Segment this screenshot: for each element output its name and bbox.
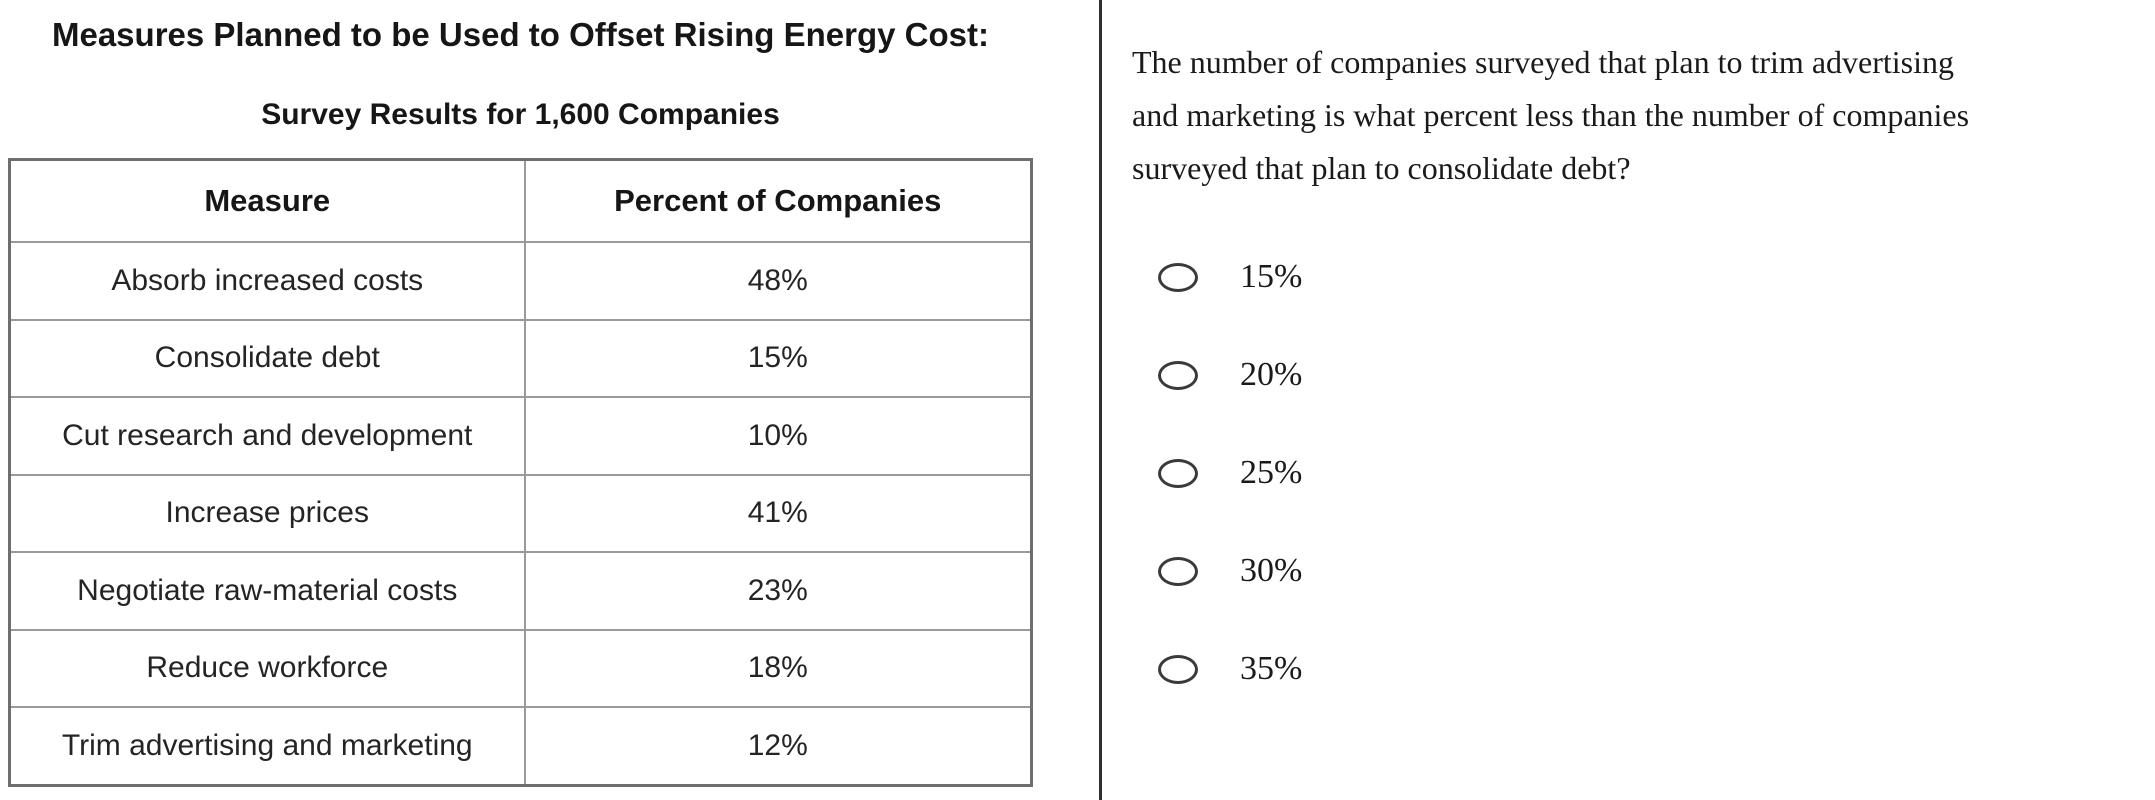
answer-options: 15% 20% 25% 30% 35% xyxy=(1158,253,1302,743)
survey-table: Measure Percent of Companies Absorb incr… xyxy=(8,158,1033,787)
measure-column-header: Measure xyxy=(8,158,526,244)
percent-cell: 48% xyxy=(523,241,1033,321)
measure-cell: Negotiate raw-material costs xyxy=(8,551,526,631)
option-label: 25% xyxy=(1240,454,1303,491)
measure-cell: Absorb increased costs xyxy=(8,241,526,321)
answer-option-25[interactable]: 25% xyxy=(1158,449,1302,497)
measure-cell: Consolidate debt xyxy=(8,318,526,399)
radio-button-icon[interactable] xyxy=(1158,360,1198,390)
option-label: 15% xyxy=(1240,258,1303,295)
panel-divider xyxy=(1099,0,1102,800)
question-line: surveyed that plan to consolidate debt? xyxy=(1132,150,1631,186)
percent-cell: 15% xyxy=(523,318,1033,399)
measure-cell: Reduce workforce xyxy=(8,628,526,708)
table-row: Trim advertising and marketing 12% xyxy=(8,705,1033,787)
table-row: Absorb increased costs 48% xyxy=(8,241,1033,321)
answer-option-35[interactable]: 35% xyxy=(1158,645,1302,693)
percent-column-header: Percent of Companies xyxy=(523,158,1033,244)
question-text: The number of companies surveyed that pl… xyxy=(1132,36,2155,195)
table-row: Cut research and development 10% xyxy=(8,396,1033,476)
table-header-row: Measure Percent of Companies xyxy=(8,158,1033,244)
table-row: Increase prices 41% xyxy=(8,473,1033,554)
percent-cell: 10% xyxy=(523,396,1033,476)
radio-button-icon[interactable] xyxy=(1158,556,1198,586)
measure-cell: Trim advertising and marketing xyxy=(8,705,526,787)
question-line: and marketing is what percent less than … xyxy=(1132,97,1970,133)
percent-cell: 12% xyxy=(523,705,1033,787)
radio-button-icon[interactable] xyxy=(1158,458,1198,488)
table-row: Reduce workforce 18% xyxy=(8,628,1033,708)
table-row: Consolidate debt 15% xyxy=(8,318,1033,399)
percent-cell: 23% xyxy=(523,551,1033,631)
option-label: 20% xyxy=(1240,356,1303,393)
question-line: The number of companies surveyed that pl… xyxy=(1132,44,1954,80)
percent-cell: 41% xyxy=(523,473,1033,554)
table-subtitle: Survey Results for 1,600 Companies xyxy=(261,98,780,131)
option-label: 35% xyxy=(1240,650,1303,687)
measure-cell: Cut research and development xyxy=(8,396,526,476)
table-title: Measures Planned to be Used to Offset Ri… xyxy=(51,16,989,53)
option-label: 30% xyxy=(1240,552,1303,589)
answer-option-15[interactable]: 15% xyxy=(1158,253,1302,301)
radio-button-icon[interactable] xyxy=(1158,654,1198,684)
measure-cell: Increase prices xyxy=(8,473,526,554)
percent-cell: 18% xyxy=(523,628,1033,708)
radio-button-icon[interactable] xyxy=(1158,262,1198,292)
answer-option-20[interactable]: 20% xyxy=(1158,351,1302,399)
table-row: Negotiate raw-material costs 23% xyxy=(8,551,1033,631)
answer-option-30[interactable]: 30% xyxy=(1158,547,1302,595)
